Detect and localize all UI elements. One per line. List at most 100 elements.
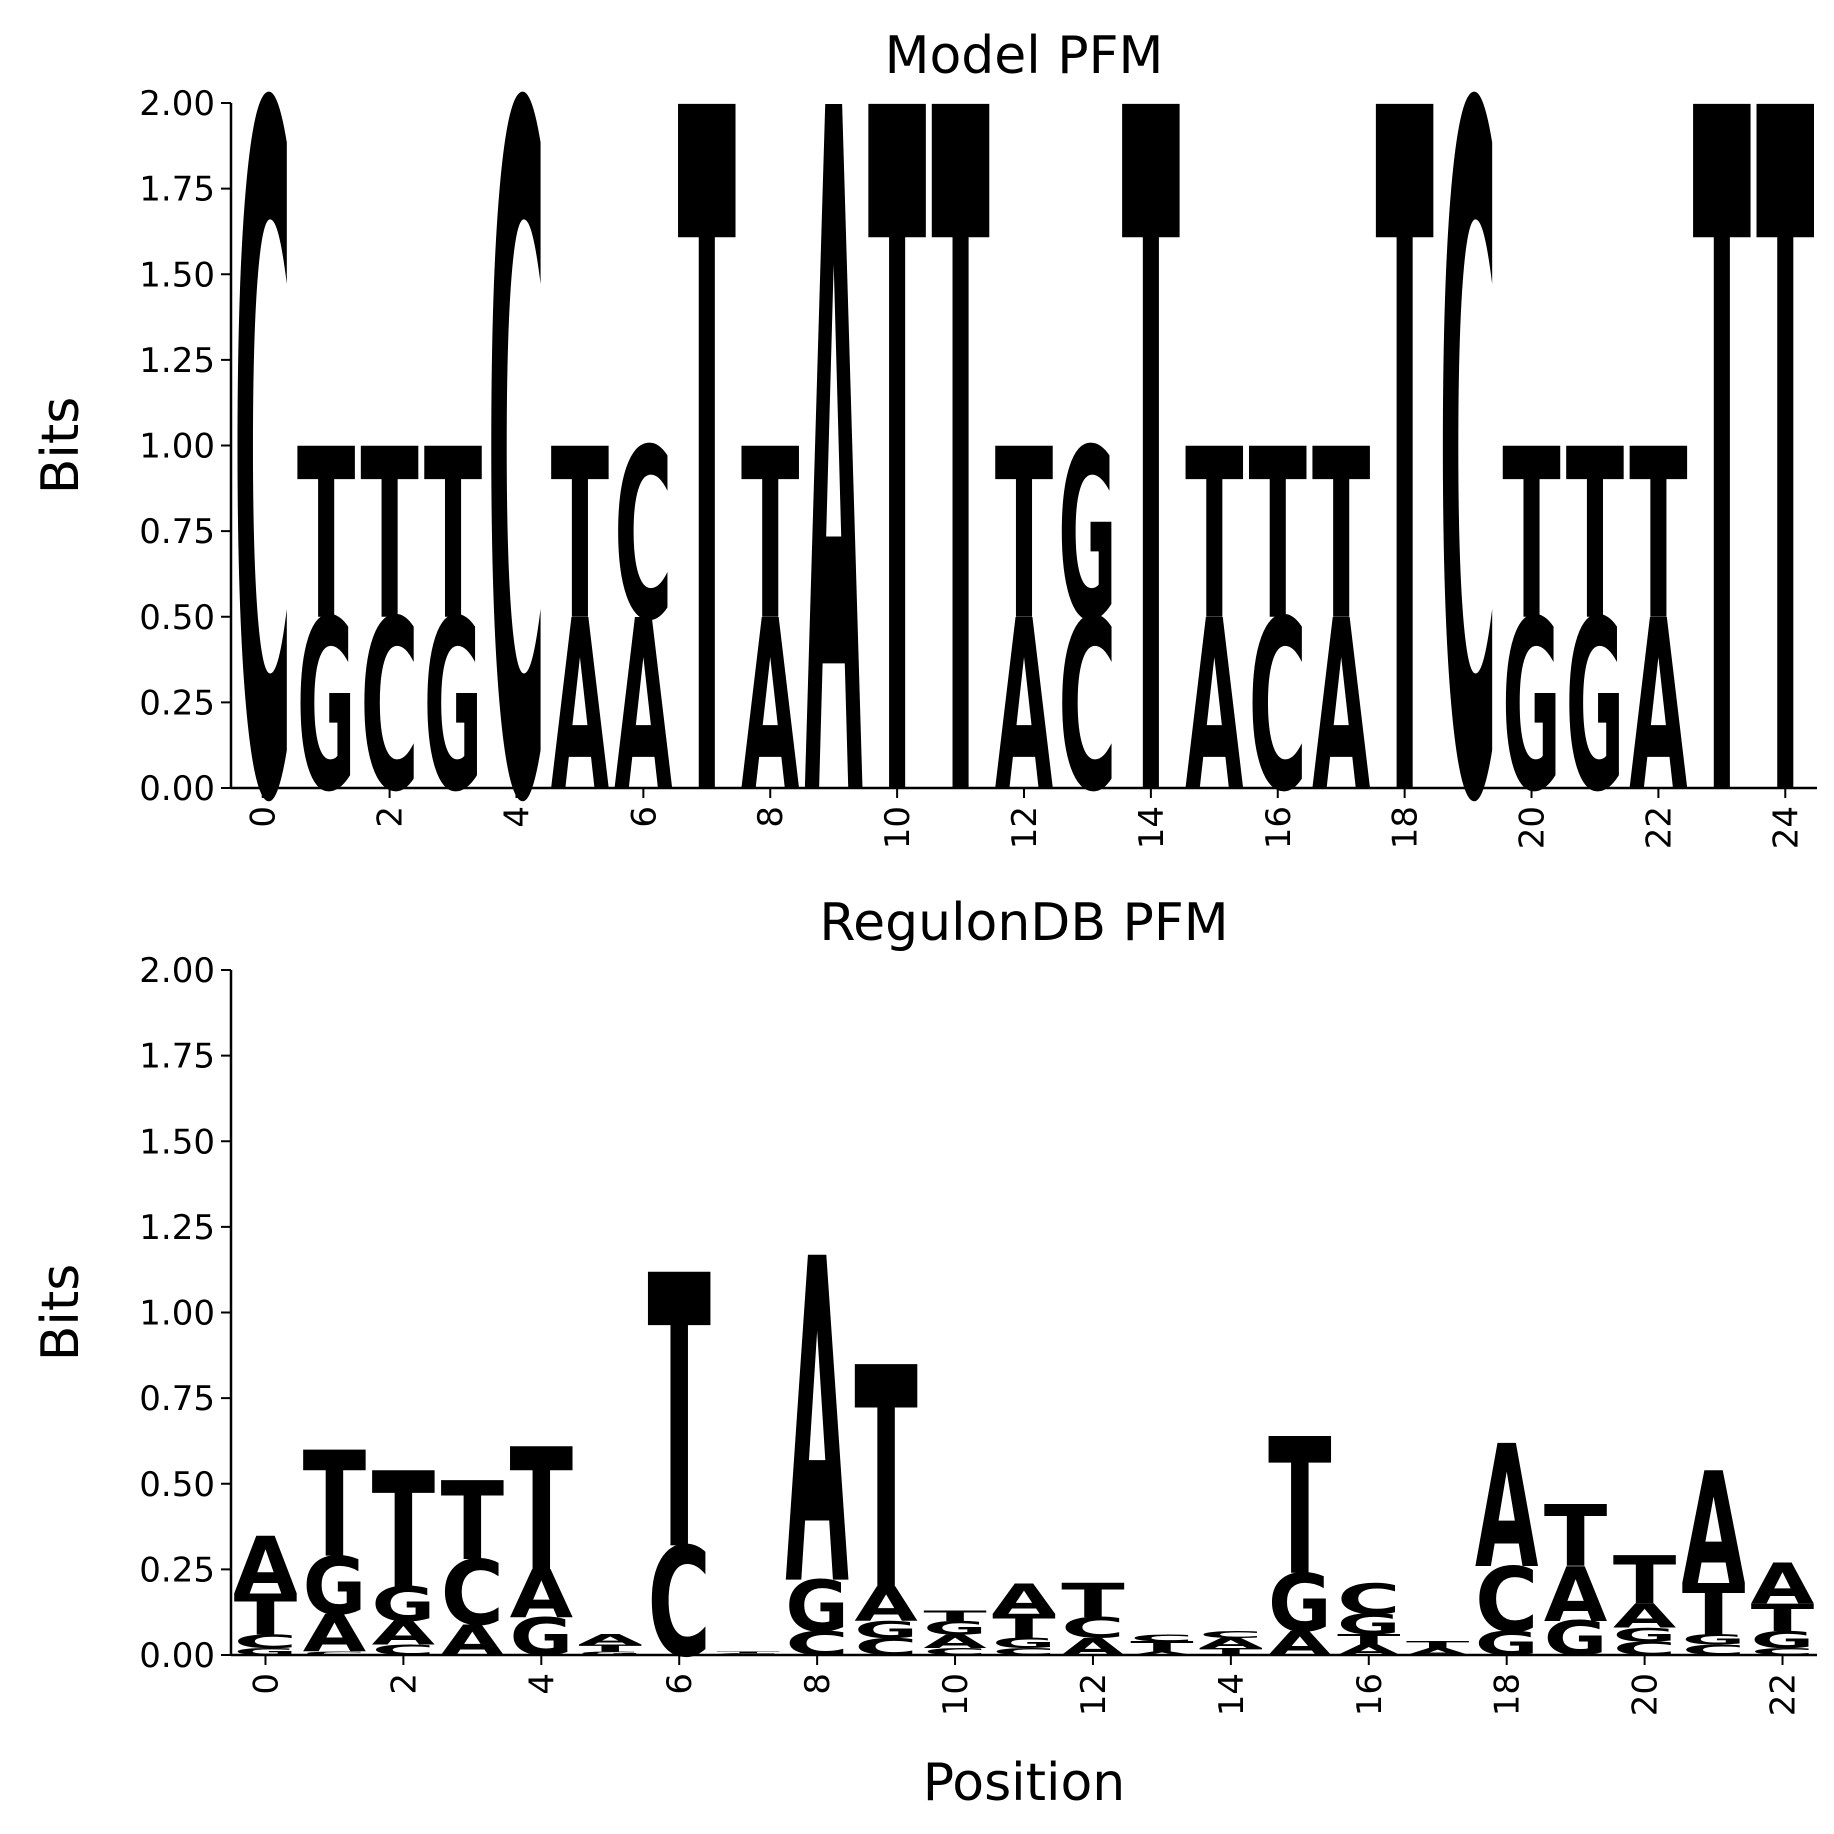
y-tick-label: 0.75 [139, 1379, 215, 1419]
logo-letter-c: C [614, 400, 672, 673]
logo-letter-c: C [1199, 1629, 1262, 1640]
logo-letter-g: G [1613, 1624, 1676, 1646]
logo-letter-t: T [424, 399, 482, 673]
logo-letter-c: C [487, 0, 545, 1011]
x-tick-label: 2 [384, 1673, 424, 1695]
y-tick-label: 0.25 [139, 1550, 215, 1590]
x-tick-label: 4 [522, 1673, 562, 1695]
logo-letter-g: G [1751, 1627, 1814, 1654]
x-tick-label: 22 [1639, 806, 1679, 849]
logo-letter-a: A [234, 1520, 298, 1613]
logo-letter-a: A [804, 0, 863, 1009]
y-tick-label: 0.00 [139, 1636, 215, 1676]
x-tick-label: 14 [1212, 1673, 1252, 1716]
y-tick-label: 1.50 [139, 255, 215, 295]
logo-letter-c: C [234, 0, 292, 1011]
logo-letter-a: A [1312, 571, 1370, 844]
logo-letter-t: T [1682, 1570, 1745, 1652]
x-tick-label: 6 [660, 1673, 700, 1695]
y-tick-label: 0.50 [139, 1465, 215, 1505]
x-tick-label: 16 [1259, 806, 1299, 849]
logo-letter-t: T [510, 1413, 573, 1610]
y-tick-label: 1.75 [139, 170, 215, 210]
x-tick-label: 22 [1764, 1673, 1804, 1716]
x-tick-label: 8 [751, 806, 791, 828]
logo-letter-t: T [1130, 1638, 1193, 1655]
logo-letter-a: A [614, 571, 672, 844]
logo-letter-g: G [579, 1651, 642, 1656]
logo-letter-t: T [1185, 399, 1243, 673]
logo-letter-g: G [785, 1566, 848, 1648]
logo-letter-a: A [372, 1614, 435, 1652]
logo-letter-a: A [551, 571, 609, 844]
y-tick-label: 1.50 [139, 1122, 215, 1162]
logo-letter-t: T [1566, 399, 1624, 673]
logo-letter-a: A [992, 1575, 1056, 1624]
logo-letter-g: G [992, 1635, 1055, 1651]
panel-title: RegulonDB PFM [819, 893, 1228, 953]
x-tick-label: 4 [497, 806, 537, 828]
y-tick-label: 2.00 [139, 951, 215, 991]
logo-letter-t: T [1375, 0, 1434, 1011]
logo-letter-t: T [678, 0, 737, 1011]
logo-letter-a: A [510, 1556, 574, 1633]
logo-letter-t: T [1199, 1646, 1262, 1657]
y-tick-label: 2.00 [139, 84, 215, 124]
logo-letter-t: T [716, 1651, 780, 1654]
logo-letter-g: G [1058, 399, 1116, 672]
logo-letter-c: C [923, 1646, 986, 1657]
logo-letter-a: A [1199, 1635, 1263, 1652]
x-tick-label: 2 [371, 806, 411, 828]
logo-letter-a: A [1613, 1597, 1676, 1635]
logo-letter-a: A [1475, 1411, 1539, 1607]
panel-title: Model PFM [885, 26, 1164, 86]
logo-letter-a: A [923, 1631, 986, 1653]
logo-letter-g: G [1544, 1612, 1607, 1666]
logo-letter-t: T [297, 399, 355, 673]
logo-letter-t: T [931, 0, 990, 1011]
x-tick-label: 14 [1132, 806, 1172, 849]
logo-letter-a: A [1544, 1551, 1608, 1639]
logo-letter-t: T [1061, 1575, 1124, 1629]
logo-letter-g: G [854, 1617, 917, 1644]
logo-letter-t: T [372, 1439, 435, 1625]
panel-regulondb-pfm: RegulonDB PFMGCTACAGTCAGTACTGATGTACTCTCG… [31, 893, 1817, 1813]
y-axis-label: Bits [31, 397, 91, 495]
y-tick-label: 1.25 [139, 1208, 215, 1248]
logo-letter-c: C [1475, 1549, 1538, 1653]
logo-letter-a: A [1629, 571, 1687, 844]
logo-letter-a: A [1268, 1624, 1331, 1662]
y-tick-label: 0.00 [139, 769, 215, 809]
logo-letter-a: A [854, 1577, 918, 1632]
y-tick-label: 1.75 [139, 1037, 215, 1077]
x-tick-label: 0 [246, 1673, 286, 1695]
logo-letter-a: A [995, 571, 1053, 844]
x-tick-label: 6 [624, 806, 664, 828]
logo-letter-a: A [1130, 1651, 1194, 1656]
logo-letter-g: G [234, 1646, 297, 1657]
logo-letter-t: T [647, 1198, 711, 1635]
logo-letter-g: G [303, 1540, 366, 1633]
x-tick-label: 20 [1626, 1673, 1666, 1716]
logo-letter-t: T [1268, 1399, 1331, 1617]
y-tick-label: 0.75 [139, 512, 215, 552]
logo-letter-g: G [923, 1617, 986, 1639]
logo-letter-t: T [923, 1608, 986, 1625]
logo-letter-t: T [1312, 399, 1370, 673]
logo-letter-c: C [360, 571, 418, 844]
logo-letter-g: G [424, 570, 482, 843]
logo-letter-c: C [992, 1646, 1055, 1657]
logo-letter-t: T [741, 399, 799, 673]
y-tick-label: 0.50 [139, 598, 215, 638]
x-tick-label: 16 [1350, 1673, 1390, 1716]
logo-letter-c: C [1058, 571, 1116, 844]
logo-letter-t: T [1751, 1596, 1814, 1640]
logo-letter-g: G [1337, 1608, 1400, 1641]
x-tick-label: 20 [1513, 806, 1553, 849]
logo-letter-t: T [1249, 399, 1307, 673]
logo-letter-g: G [297, 570, 355, 843]
